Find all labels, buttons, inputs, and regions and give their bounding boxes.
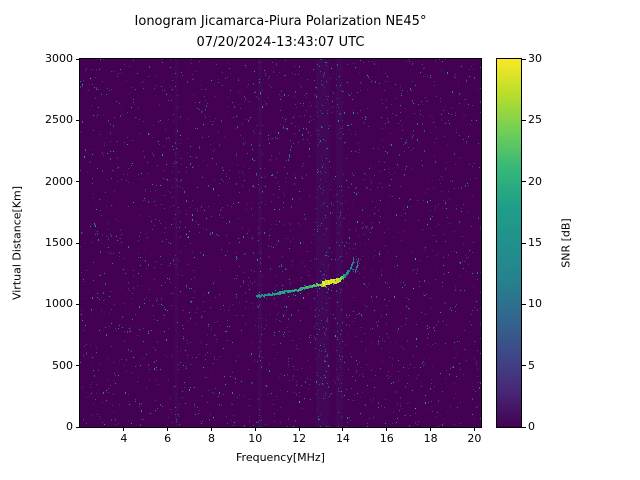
colorbar <box>496 58 522 428</box>
x-tick-label: 20 <box>467 432 482 445</box>
x-tick-label: 14 <box>335 432 350 445</box>
chart-title-line1: Ionogram Jicamarca-Piura Polarization NE… <box>134 14 427 29</box>
colorbar-tick-mark <box>522 303 526 305</box>
chart-title: Ionogram Jicamarca-Piura Polarization NE… <box>80 11 481 53</box>
x-tick-mark <box>473 427 475 431</box>
colorbar-tick-label: 20 <box>528 174 542 188</box>
y-tick-mark <box>76 242 80 244</box>
x-tick-mark <box>167 427 169 431</box>
colorbar-tick-label: 30 <box>528 52 542 65</box>
x-tick-mark <box>254 427 256 431</box>
y-tick-label: 0 <box>66 420 73 433</box>
chart-title-line2: 07/20/2024-13:43:07 UTC <box>196 35 365 50</box>
x-tick-label: 18 <box>423 432 438 445</box>
x-tick-mark <box>210 427 212 431</box>
y-tick-label: 2500 <box>45 113 73 127</box>
x-tick-label: 12 <box>292 432 307 445</box>
x-tick-label: 6 <box>164 432 172 445</box>
x-tick-mark <box>298 427 300 431</box>
colorbar-label: SNR [dB] <box>559 218 573 268</box>
colorbar-tick-mark <box>522 242 526 244</box>
y-tick-mark <box>76 181 80 183</box>
colorbar-tick-mark <box>522 119 526 121</box>
x-tick-label: 16 <box>379 432 394 445</box>
x-axis-label: Frequency[MHz] <box>236 451 325 464</box>
colorbar-tick-mark <box>522 426 526 428</box>
y-tick-label: 3000 <box>45 52 73 65</box>
x-tick-label: 10 <box>248 432 263 445</box>
x-tick-mark <box>386 427 388 431</box>
x-tick-label: 4 <box>120 432 128 445</box>
x-tick-label: 8 <box>207 432 215 445</box>
y-tick-mark <box>76 426 80 428</box>
colorbar-tick-label: 5 <box>528 358 535 372</box>
y-tick-label: 1000 <box>45 297 73 311</box>
y-tick-mark <box>76 58 80 60</box>
y-tick-mark <box>76 119 80 121</box>
y-tick-label: 2000 <box>45 174 73 188</box>
x-tick-mark <box>342 427 344 431</box>
y-tick-label: 1500 <box>45 236 73 249</box>
colorbar-tick-mark <box>522 365 526 367</box>
colorbar-tick-mark <box>522 58 526 60</box>
colorbar-tick-label: 15 <box>528 236 542 249</box>
y-tick-mark <box>76 303 80 305</box>
colorbar-tick-label: 0 <box>528 420 535 433</box>
colorbar-tick-label: 25 <box>528 113 542 127</box>
colorbar-tick-label: 10 <box>528 297 542 311</box>
x-tick-mark <box>123 427 125 431</box>
colorbar-gradient <box>497 59 521 427</box>
ionogram-heatmap-canvas <box>80 59 481 427</box>
x-tick-mark <box>430 427 432 431</box>
y-tick-label: 500 <box>52 358 73 372</box>
colorbar-tick-mark <box>522 181 526 183</box>
y-tick-mark <box>76 365 80 367</box>
